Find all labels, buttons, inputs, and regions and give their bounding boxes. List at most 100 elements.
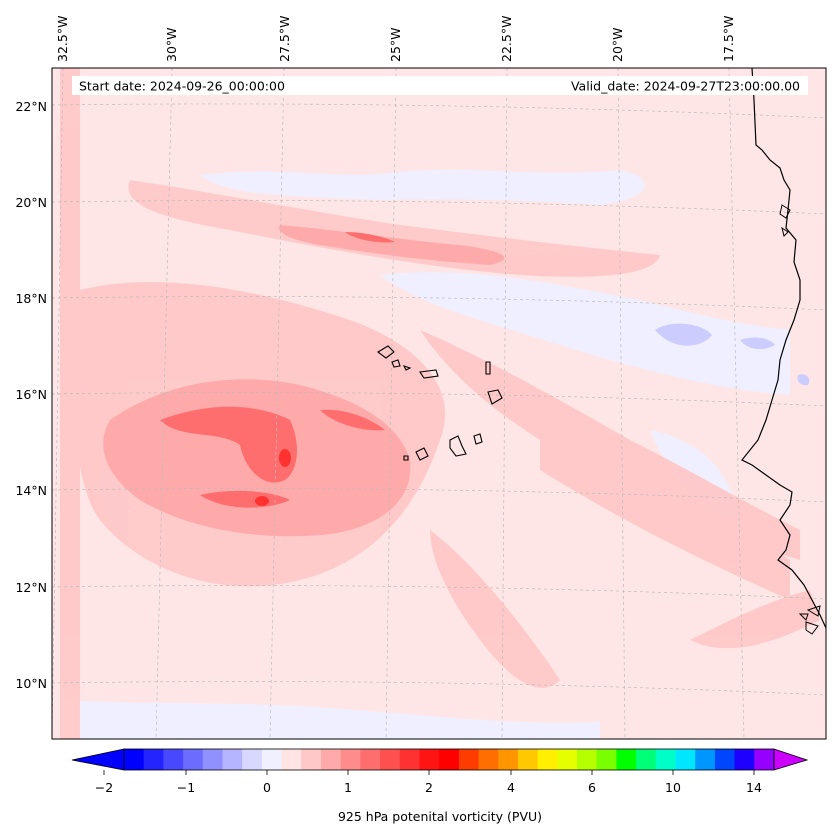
pv-band-southeast [690,590,820,649]
island-santo-antao [377,345,395,359]
pv-strong-cores [160,232,395,508]
colorbar-swatch [340,749,361,770]
pv-negative-core-2 [740,337,775,350]
colorbar-swatch [675,749,696,770]
lon-label-30w: 30°W [164,27,179,62]
colorbar-swatch [399,749,421,770]
longitude-labels: 32.5°W 30°W 27.5°W 25°W 22.5°W 20°W 17.5… [55,16,736,62]
date-banner [72,76,808,95]
colorbar-swatch [537,749,558,770]
colorbar-swatch [655,749,677,770]
pv-band-west-edge [60,68,80,739]
pv-negative-patches [60,169,790,739]
gridline-16n [52,392,826,407]
pv-negative-core-1 [655,323,712,346]
colorbar-swatch [636,749,657,770]
pv-strong-core-streak [345,232,395,243]
pv-peak-core-2 [279,449,291,467]
colorbar-swatch [734,749,755,770]
colorbar-swatch [360,749,381,770]
gridline-30w [155,68,173,739]
colorbar-swatch [695,749,716,770]
pv-band-north-streak [128,180,660,277]
island-santa-luzia [402,365,412,371]
island-boa-vista [487,389,503,405]
pv-negative-band-south [60,700,600,739]
colorbar-swatch [478,749,499,770]
colorbar-swatch [222,749,243,770]
island-brava [403,455,409,461]
gridline-17-5w [728,68,745,739]
gridline-27-5w [269,68,285,739]
map-frame [51,67,827,740]
colorbar-swatch [517,749,539,770]
island-sal [485,361,491,375]
lon-label-32-5w: 32.5°W [55,16,70,62]
colorbar-swatch [163,749,184,770]
lon-label-22-5w: 22.5°W [499,16,514,62]
pv-negative-cores [655,323,810,386]
colorbar-swatch [714,749,736,770]
cb-tick-label-5: 4 [507,780,515,795]
cb-tick-label-2: 0 [263,780,271,795]
gridline-22-5w [501,68,508,739]
colorbar-swatch [458,749,480,770]
latitude-labels: 22°N 20°N 18°N 16°N 14°N 12°N 10°N [15,99,47,691]
pv-peak-core-1 [255,496,269,506]
gridline-12n [52,585,826,600]
gridline-20w [617,68,626,739]
valid-date-label: Valid_date: 2024-09-27T23:00:00.00 [571,79,800,94]
colorbar-swatch [439,749,460,770]
cb-tick-label-6: 6 [588,780,596,795]
colorbar-swatch [261,749,283,770]
lon-label-17-5w: 17.5°W [721,16,736,62]
colorbar-ticks: −2 −1 0 1 2 4 6 10 14 [95,770,762,795]
colorbar-swatch [616,749,637,770]
lat-label-22n: 22°N [15,99,47,114]
pv-strong-core-north [160,406,297,483]
colorbar-swatch [419,749,440,770]
coastline-senegal-detail [798,605,821,635]
lat-label-20n: 20°N [15,195,47,210]
island-sao-nicolau [419,369,439,379]
coastline-canary-detail [779,204,791,237]
pv-band-south-streak [430,530,560,688]
colorbar-swatch [380,749,401,770]
colorbar-swatch [202,749,224,770]
colorbar-frame [123,748,775,771]
gridline-22n [52,103,826,119]
colorbar-swatch [320,749,342,770]
colorbar: −2 −1 0 1 2 4 6 10 14 925 hPa potenital … [71,748,809,824]
gridline-18n [52,296,826,311]
cb-tick-label-0: −2 [95,780,113,795]
cb-tick-label-7: 10 [665,780,681,795]
lat-label-12n: 12°N [15,580,47,595]
cb-tick-label-8: 14 [746,780,762,795]
pv-negative-core-3 [797,374,810,386]
gridline-32-5w [52,68,64,739]
pv-negative-band-central [380,272,790,395]
gridline-25w [385,68,397,739]
lat-label-14n: 14°N [15,483,47,498]
cb-tick-label-3: 1 [344,780,352,795]
pv-field [52,68,826,739]
island-santiago [449,435,467,457]
colorbar-extend-low [71,748,125,771]
colorbar-swatch [124,749,145,770]
lat-label-18n: 18°N [15,291,47,306]
gridlines [52,68,826,739]
island-maio [473,433,483,445]
pv-band-diagonal-south [540,440,790,600]
colorbar-swatch [596,749,618,770]
colorbar-swatches [124,749,775,770]
cb-tick-label-1: −1 [177,780,195,795]
lat-label-10n: 10°N [15,676,47,691]
lon-label-20w: 20°W [610,27,625,62]
colorbar-swatch [281,749,302,770]
colorbar-swatch [577,749,598,770]
cabo-verde-islands [377,345,503,461]
lon-label-25w: 25°W [388,27,403,62]
colorbar-swatch [557,749,578,770]
lon-label-27-5w: 27.5°W [277,16,292,62]
